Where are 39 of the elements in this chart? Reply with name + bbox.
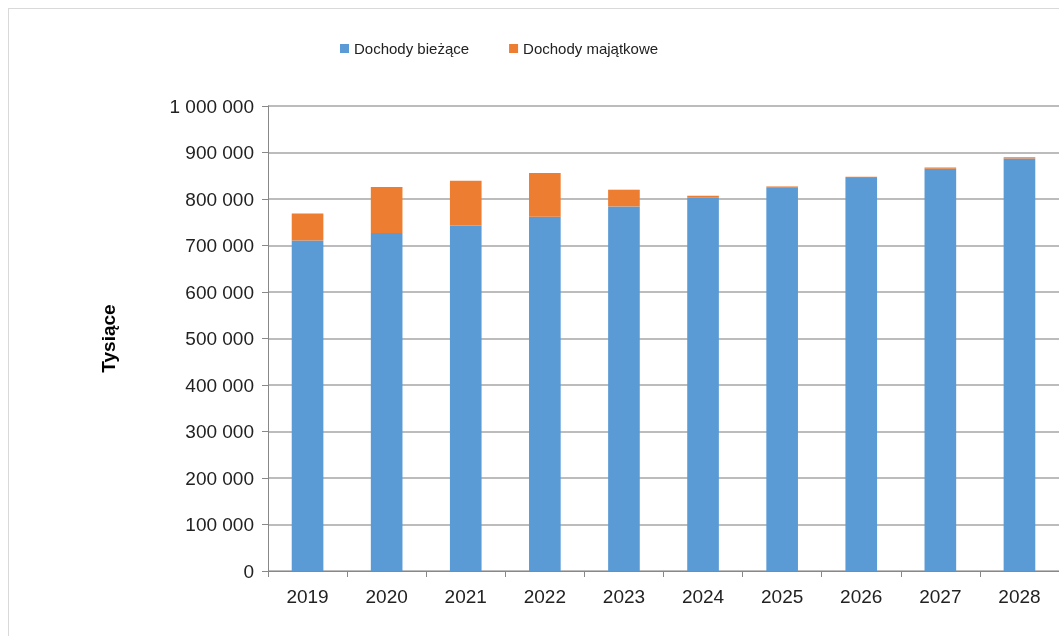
- legend-label: Dochody majątkowe: [523, 40, 659, 57]
- x-tick-label: 2019: [286, 586, 329, 607]
- bar: [529, 216, 561, 571]
- x-tick-label: 2024: [681, 586, 725, 607]
- y-tick-label: 0: [243, 560, 254, 582]
- x-tick-label: 2020: [365, 586, 408, 607]
- bar: [766, 187, 798, 571]
- x-tick-label: 2025: [761, 586, 804, 607]
- y-tick-label: 600 000: [185, 281, 254, 303]
- y-tick-label: 700 000: [185, 235, 254, 256]
- y-tick-label: 800 000: [185, 188, 254, 210]
- x-tick-label: 2021: [444, 586, 487, 607]
- y-tick-label: 200 000: [185, 467, 254, 489]
- bar: [449, 180, 482, 226]
- y-tick-label: 400 000: [185, 374, 254, 396]
- bar: [924, 168, 957, 571]
- x-tick-label: 2026: [840, 586, 883, 607]
- y-tick-label: 100 000: [185, 514, 254, 535]
- x-tick-label: 2022: [523, 586, 566, 607]
- bar: [529, 172, 561, 217]
- bar: [608, 189, 640, 207]
- bar: [449, 225, 482, 571]
- bar: [291, 240, 324, 571]
- x-tick-label: 2027: [919, 586, 962, 607]
- x-tick-label: 2023: [602, 586, 646, 607]
- bar: [291, 213, 324, 241]
- bar: [370, 232, 403, 571]
- y-tick-label: 300 000: [185, 421, 254, 442]
- bar: [370, 186, 403, 233]
- bar: [608, 206, 640, 571]
- bar: [845, 178, 878, 571]
- bar: [687, 197, 719, 571]
- y-axis-title: Tysiące: [98, 304, 119, 373]
- bar: [1003, 158, 1036, 571]
- x-tick-label: 2028: [998, 586, 1041, 607]
- y-tick-label: 900 000: [185, 142, 254, 163]
- legend-label: Dochody bieżące: [354, 40, 470, 57]
- y-tick-label: 1 000 000: [169, 95, 254, 117]
- y-tick-label: 500 000: [185, 328, 254, 349]
